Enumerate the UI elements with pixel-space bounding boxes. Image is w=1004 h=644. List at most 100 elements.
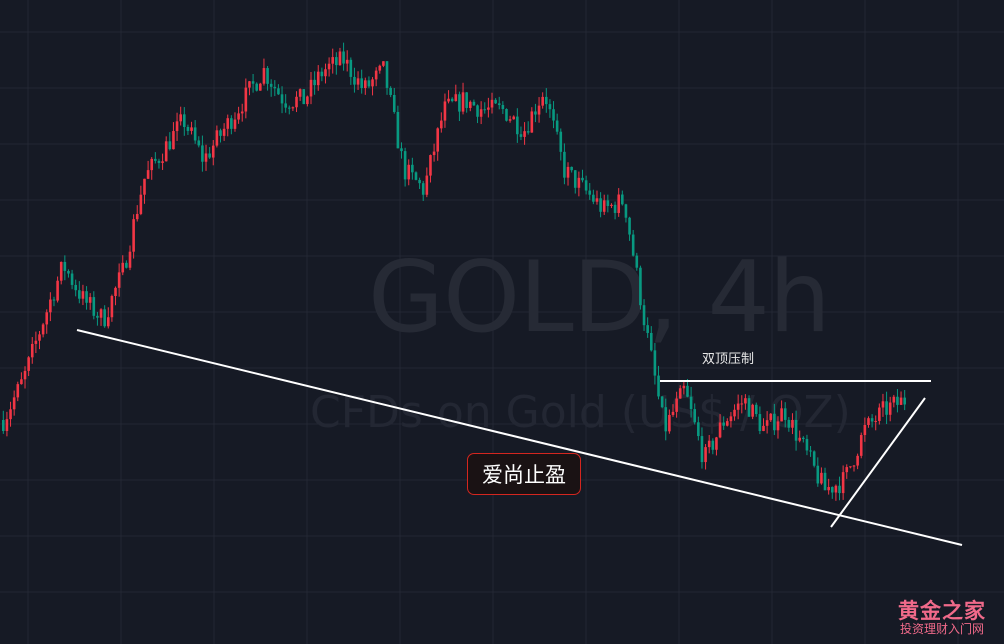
candle-body (678, 388, 682, 399)
candle-body (331, 57, 335, 64)
candle-body (523, 131, 526, 137)
candle-body (758, 414, 762, 432)
candle-body (291, 107, 295, 109)
candle-body (497, 103, 501, 106)
candle-body (859, 435, 863, 456)
candle-body (407, 164, 411, 180)
candle-body (447, 98, 450, 102)
candle-body (56, 280, 59, 301)
candle-body (99, 309, 103, 318)
candle-body (682, 385, 686, 389)
candle-body (432, 151, 436, 156)
candle-body (827, 487, 830, 491)
candle-body (856, 455, 859, 466)
candle-body (729, 416, 733, 422)
candle-body (117, 272, 121, 288)
candle-body (190, 127, 193, 131)
candle-body (49, 299, 52, 313)
candle-body (135, 213, 139, 220)
candle-body (519, 134, 523, 137)
candle-body (769, 413, 773, 421)
candle-body (649, 332, 653, 351)
ascending-trendline[interactable] (830, 397, 926, 528)
candle-body (164, 141, 168, 162)
candle-body (555, 120, 559, 132)
candle-body (849, 466, 852, 468)
candle-body (896, 396, 899, 405)
candle-body (841, 472, 845, 494)
candle-body (125, 262, 128, 268)
candle-body (599, 198, 602, 212)
candle-body (338, 51, 342, 66)
candle-body (193, 127, 197, 141)
candle-body (266, 68, 269, 84)
candle-body (110, 296, 114, 318)
candle-body (211, 145, 215, 158)
candle-body (374, 70, 378, 80)
candle-body (197, 140, 201, 146)
candle-body (534, 111, 537, 115)
candle-body (143, 178, 146, 195)
candle-body (744, 398, 747, 404)
candle-body (237, 113, 240, 120)
candle-body (845, 467, 849, 473)
candle-body (722, 422, 725, 426)
candle-body (389, 87, 392, 95)
candle-body (298, 89, 302, 97)
candle-body (508, 119, 512, 121)
candle-body (878, 407, 881, 421)
candle-body (306, 96, 309, 105)
candle-body (219, 130, 222, 136)
candle-body (251, 81, 255, 84)
candle-body (483, 109, 487, 111)
candle-body (487, 107, 490, 110)
candle-body (201, 145, 204, 162)
candle-body (664, 407, 668, 432)
descending-trendline[interactable] (76, 329, 963, 546)
candle-body (697, 422, 700, 437)
candle-body (132, 219, 135, 252)
candle-body (92, 297, 96, 316)
candle-body (161, 161, 164, 163)
candle-body (602, 200, 606, 212)
candle-body (581, 177, 584, 181)
candle-body (309, 79, 313, 97)
candle-body (335, 57, 338, 66)
candle-body (621, 194, 624, 205)
candle-body (888, 402, 892, 415)
candle-body (30, 343, 34, 358)
candle-body (81, 291, 85, 299)
resistance-label: 双顶压制 (702, 352, 755, 367)
candle-body (88, 297, 92, 303)
candle-body (96, 315, 99, 318)
candle-body (885, 401, 888, 415)
candle-body (783, 408, 787, 420)
candle-body (892, 396, 896, 403)
candle-body (382, 61, 385, 66)
candle-body (700, 436, 704, 463)
candle-body (740, 403, 744, 405)
candle-body (468, 101, 472, 108)
candle-body (874, 420, 878, 422)
candle-body (454, 94, 458, 102)
candle-body (794, 419, 798, 441)
candle-body (23, 370, 27, 380)
candle-body (566, 166, 570, 178)
candle-body (139, 194, 143, 214)
candle-body (809, 450, 812, 452)
candle-body (852, 465, 856, 467)
candle-body (780, 408, 783, 422)
candle-body (668, 414, 671, 432)
candle-body (440, 120, 443, 129)
candle-body (324, 69, 327, 77)
candle-body (693, 409, 697, 423)
candle-body (657, 375, 660, 397)
candle-body (820, 472, 823, 484)
logo-title: 黄金之家 (898, 599, 986, 623)
candle-body (577, 177, 581, 188)
candle-body (773, 413, 776, 431)
candle-body (903, 397, 906, 405)
candle-body (726, 421, 729, 426)
